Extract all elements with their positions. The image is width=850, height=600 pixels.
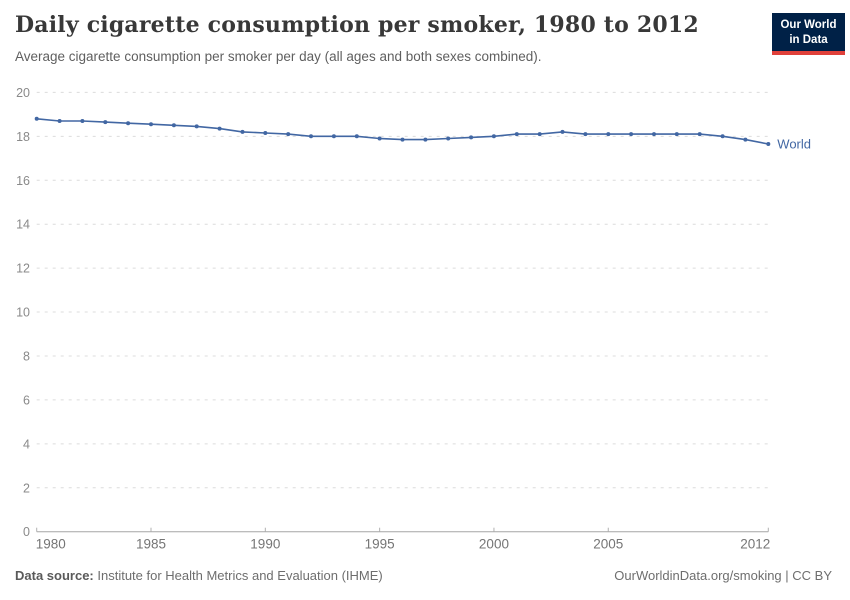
data-point[interactable] [57, 119, 62, 123]
x-axis-label: 1995 [365, 537, 395, 552]
page-subtitle: Average cigarette consumption per smoker… [15, 49, 542, 64]
y-axis-label: 0 [23, 525, 30, 539]
data-point[interactable] [423, 137, 428, 142]
data-point[interactable] [126, 121, 131, 126]
data-source-line: Data source: Institute for Health Metric… [15, 568, 383, 583]
y-axis-label: 8 [23, 349, 30, 363]
data-point[interactable] [583, 132, 588, 137]
data-point[interactable] [697, 132, 702, 137]
owid-logo-line1: Our World [780, 19, 837, 31]
data-point[interactable] [720, 134, 725, 139]
data-point[interactable] [629, 132, 634, 137]
y-axis-label: 14 [16, 218, 30, 232]
data-point[interactable] [400, 137, 405, 142]
y-axis-label: 16 [16, 174, 30, 188]
x-axis-label: 1980 [36, 537, 66, 552]
data-point[interactable] [560, 129, 565, 134]
y-axis-label: 12 [16, 262, 30, 276]
data-point[interactable] [240, 129, 245, 134]
data-point[interactable] [171, 123, 176, 128]
data-source-value: Institute for Health Metrics and Evaluat… [93, 568, 383, 583]
data-point[interactable] [354, 134, 359, 139]
data-point[interactable] [309, 134, 313, 139]
data-point[interactable] [514, 132, 519, 137]
data-point[interactable] [743, 137, 748, 142]
data-point[interactable] [80, 119, 85, 123]
x-axis-label: 1990 [250, 537, 280, 552]
data-point[interactable] [103, 120, 108, 125]
x-axis-label: 2000 [479, 537, 509, 552]
data-point[interactable] [491, 134, 496, 139]
data-point[interactable] [263, 131, 268, 135]
data-point[interactable] [766, 142, 771, 146]
data-point[interactable] [377, 136, 382, 141]
data-point[interactable] [652, 132, 656, 137]
x-axis-label: 2005 [593, 537, 623, 552]
owid-logo-line2: in Data [789, 33, 828, 46]
owid-logo[interactable]: Our World in Data [772, 13, 845, 56]
data-point[interactable] [286, 132, 291, 137]
series-label-world[interactable]: World [777, 137, 811, 152]
data-point[interactable] [537, 132, 542, 137]
y-axis-label: 18 [16, 130, 30, 144]
data-point[interactable] [674, 132, 679, 137]
y-axis-label: 10 [16, 306, 30, 320]
x-axis-label: 1985 [136, 537, 166, 552]
x-axis-label: 2012 [740, 537, 770, 552]
line-chart: 0 2 4 6 8 10 12 14 16 18 20 1980 1985 1990 1995 2000 200… [16, 86, 811, 552]
data-point[interactable] [217, 126, 222, 131]
data-point[interactable] [331, 134, 336, 139]
y-axis-label: 20 [16, 86, 30, 100]
data-point[interactable] [469, 135, 474, 140]
data-source-label: Data source: [15, 568, 94, 583]
y-axis-label: 2 [23, 481, 30, 495]
credit-link[interactable]: OurWorldinData.org/smoking | CC BY [614, 568, 832, 583]
data-point[interactable] [606, 132, 611, 137]
data-point[interactable] [446, 136, 451, 141]
y-axis-label: 6 [23, 393, 30, 407]
data-point[interactable] [194, 124, 199, 129]
y-axis-label: 4 [23, 437, 30, 451]
data-point[interactable] [34, 116, 39, 121]
page-title: Daily cigarette consumption per smoker, … [15, 12, 699, 38]
data-point[interactable] [149, 122, 153, 127]
